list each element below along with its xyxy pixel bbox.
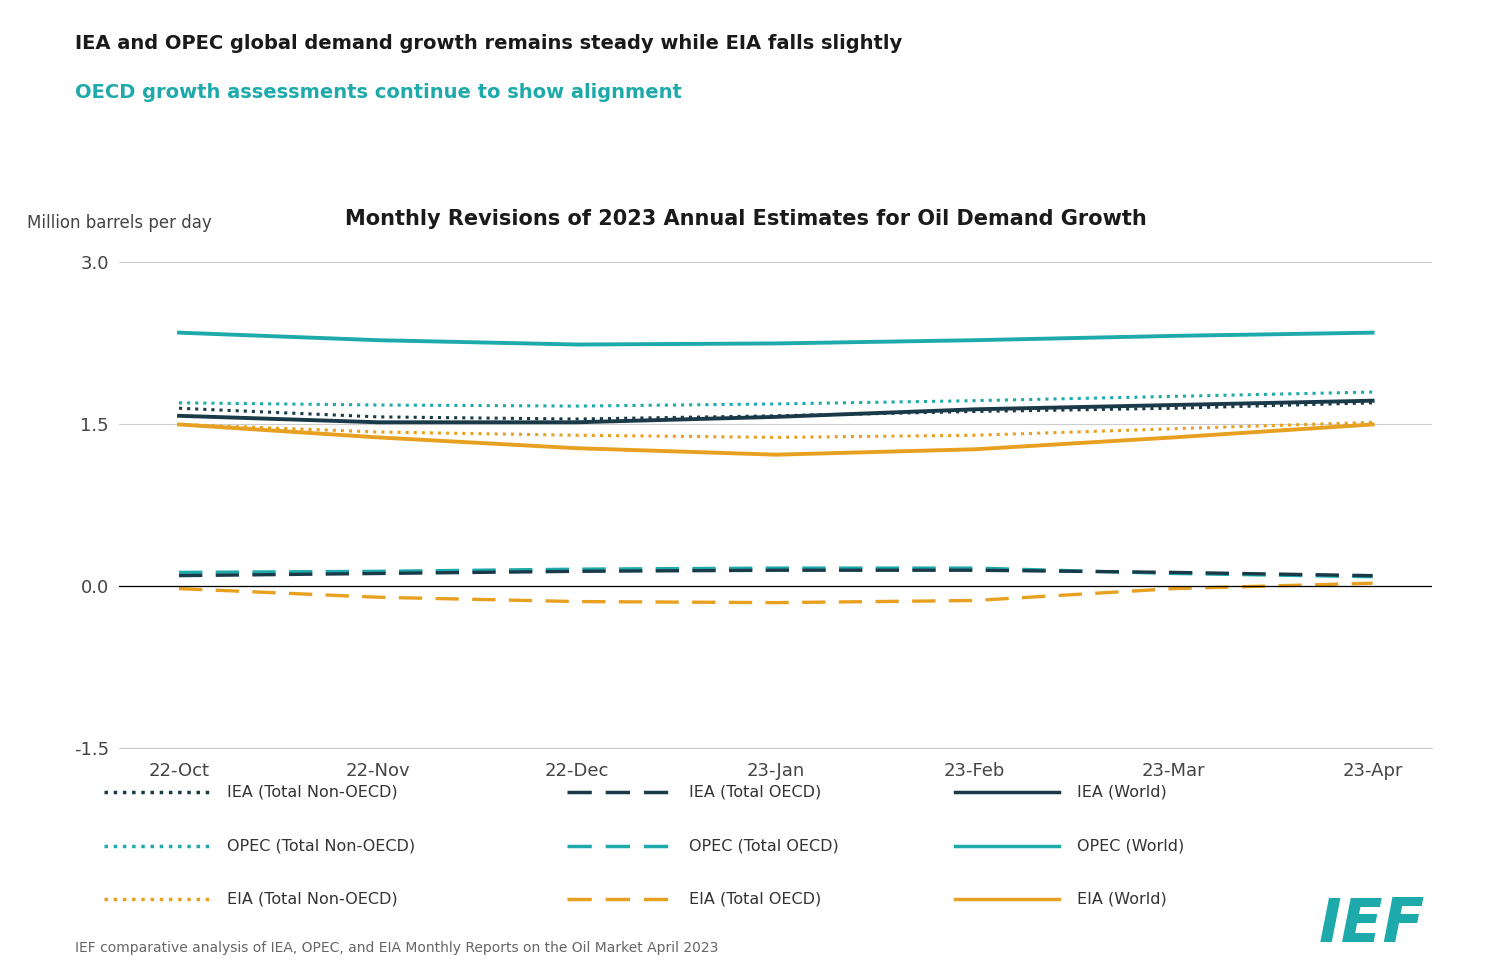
Text: IEF: IEF <box>1319 895 1425 955</box>
Text: OECD growth assessments continue to show alignment: OECD growth assessments continue to show… <box>75 83 682 102</box>
Text: Monthly Revisions of 2023 Annual Estimates for Oil Demand Growth: Monthly Revisions of 2023 Annual Estimat… <box>345 209 1147 228</box>
Text: EIA (Total Non-OECD): EIA (Total Non-OECD) <box>227 891 397 907</box>
Text: EIA (World): EIA (World) <box>1077 891 1167 907</box>
Text: OPEC (Total Non-OECD): OPEC (Total Non-OECD) <box>227 838 415 853</box>
Text: OPEC (World): OPEC (World) <box>1077 838 1185 853</box>
Text: IEF comparative analysis of IEA, OPEC, and EIA Monthly Reports on the Oil Market: IEF comparative analysis of IEA, OPEC, a… <box>75 941 718 955</box>
Text: IEA (Total Non-OECD): IEA (Total Non-OECD) <box>227 784 397 800</box>
Text: OPEC (Total OECD): OPEC (Total OECD) <box>689 838 839 853</box>
Text: IEA (World): IEA (World) <box>1077 784 1167 800</box>
Text: IEA (Total OECD): IEA (Total OECD) <box>689 784 822 800</box>
Text: EIA (Total OECD): EIA (Total OECD) <box>689 891 822 907</box>
Text: Million barrels per day: Million barrels per day <box>27 214 212 232</box>
Text: IEA and OPEC global demand growth remains steady while EIA falls slightly: IEA and OPEC global demand growth remain… <box>75 34 901 53</box>
